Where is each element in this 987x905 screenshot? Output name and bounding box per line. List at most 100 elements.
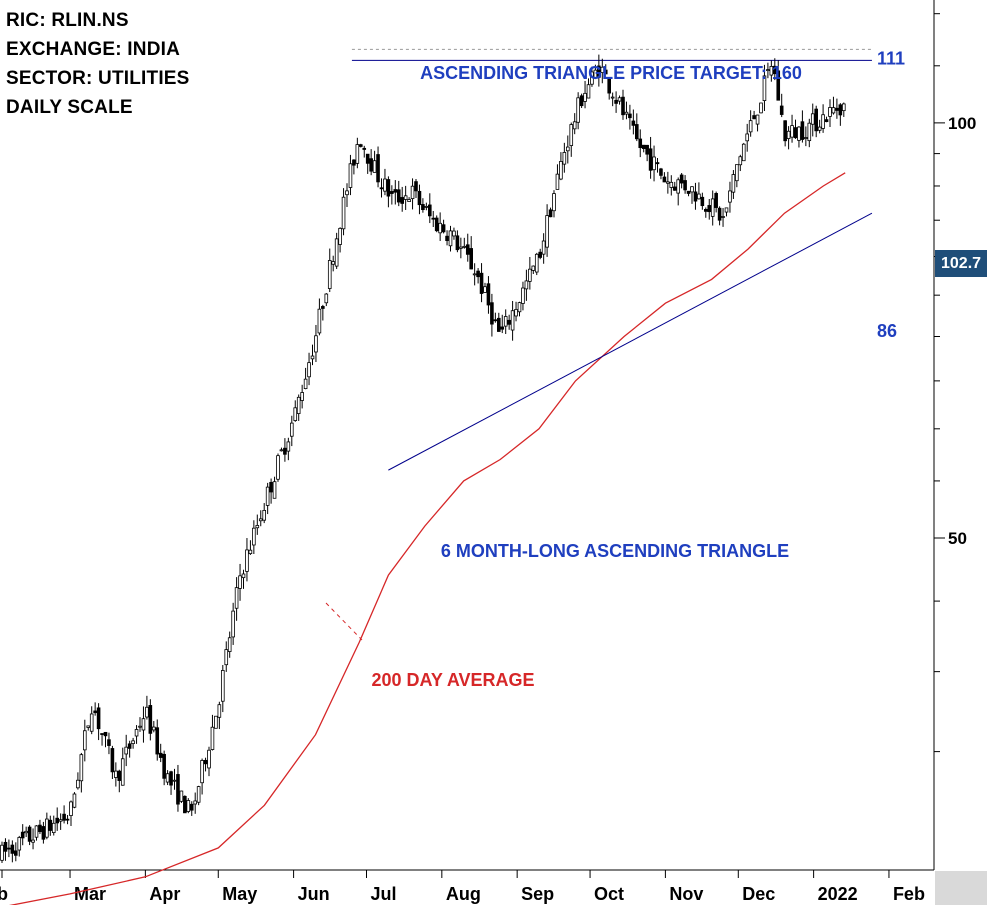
candlestick [486, 276, 491, 314]
candlestick [400, 186, 404, 212]
candlestick [158, 743, 163, 763]
candlestick [448, 225, 453, 252]
candlestick [741, 142, 746, 162]
candlestick [310, 344, 315, 366]
candlestick [369, 149, 373, 176]
candlestick [576, 92, 580, 130]
candlestick [183, 795, 187, 814]
candlestick [493, 312, 498, 323]
candlestick [245, 538, 249, 582]
candlestick [86, 725, 91, 731]
candlestick [13, 842, 18, 862]
candlestick [838, 103, 843, 126]
candlestick [283, 438, 287, 462]
candlestick [3, 838, 8, 861]
candlestick [597, 54, 601, 87]
candlestick [258, 510, 263, 527]
candlestick [752, 110, 756, 120]
candlestick [390, 185, 394, 205]
candlestick [790, 114, 794, 143]
x-tick-label: 2022 [818, 884, 858, 904]
candlestick [62, 805, 66, 824]
candlestick [541, 233, 546, 264]
candlestick [34, 825, 39, 841]
candlestick [265, 482, 270, 515]
candlestick [810, 103, 815, 137]
candlestick [686, 190, 691, 197]
candlestick [248, 540, 253, 555]
candlestick [314, 324, 318, 363]
candlestick [151, 721, 156, 733]
candlestick [200, 758, 204, 795]
candlestick [817, 119, 822, 134]
y-tick-label: 50 [948, 529, 967, 548]
candlestick [455, 230, 460, 253]
candlestick [69, 800, 73, 826]
candlestick [162, 750, 166, 786]
candlestick [341, 188, 346, 236]
candlestick [10, 840, 15, 863]
candlestick [452, 227, 456, 240]
candlestick [503, 309, 508, 334]
candlestick [717, 206, 722, 226]
candlestick [24, 826, 28, 837]
candlestick [103, 731, 108, 748]
candlestick [807, 118, 812, 148]
candlestick [683, 175, 687, 194]
candlestick [45, 812, 49, 840]
candlestick [410, 178, 415, 210]
ma-annotation-pointer [325, 602, 363, 641]
y-axis-ticks: 50100150 [934, 13, 976, 753]
candlestick [372, 150, 377, 173]
candlestick [483, 282, 487, 293]
candlestick [131, 737, 135, 749]
candlestick [645, 144, 649, 162]
candlestick [207, 746, 211, 777]
candlestick [193, 792, 198, 814]
candlestick [214, 715, 218, 729]
candlestick [421, 198, 425, 213]
candlestick [279, 447, 284, 452]
candlestick [176, 764, 180, 812]
x-tick-label: Aug [446, 884, 481, 904]
candlestick [714, 191, 718, 213]
candlestick [593, 64, 598, 80]
candlestick [210, 714, 215, 751]
candlestick [234, 577, 239, 621]
candlestick [590, 66, 594, 87]
candlestick [307, 352, 311, 386]
candlestick [745, 123, 749, 152]
candlestick [631, 109, 636, 135]
candlestick [110, 745, 115, 779]
exchange-label: EXCHANGE: INDIA [6, 39, 181, 60]
candlestick [690, 186, 694, 204]
candlestick-series [0, 54, 846, 863]
ma-200-line [8, 172, 846, 905]
candlestick [65, 815, 70, 825]
candlestick [610, 92, 615, 107]
candlestick [755, 114, 760, 132]
candlestick [396, 180, 401, 207]
candlestick [227, 631, 232, 658]
candlestick [621, 89, 625, 120]
candlestick [545, 204, 549, 257]
candlestick [548, 207, 553, 218]
candlestick [517, 301, 522, 317]
candlestick [652, 145, 656, 182]
candlestick [479, 263, 484, 303]
candlestick [534, 252, 539, 276]
candlestick [786, 126, 791, 150]
pattern-label: 6 MONTH-LONG ASCENDING TRIANGLE [441, 541, 789, 561]
scale-label: DAILY SCALE [6, 97, 133, 118]
candlestick [566, 135, 570, 164]
candlestick [189, 801, 194, 816]
candlestick [327, 248, 332, 293]
candlestick [704, 207, 708, 218]
candlestick [603, 64, 608, 75]
candlestick [707, 199, 712, 220]
candlestick [710, 190, 715, 226]
candlestick [441, 219, 446, 234]
candlestick [303, 367, 308, 390]
candlestick [469, 236, 473, 270]
candlestick [797, 126, 801, 148]
